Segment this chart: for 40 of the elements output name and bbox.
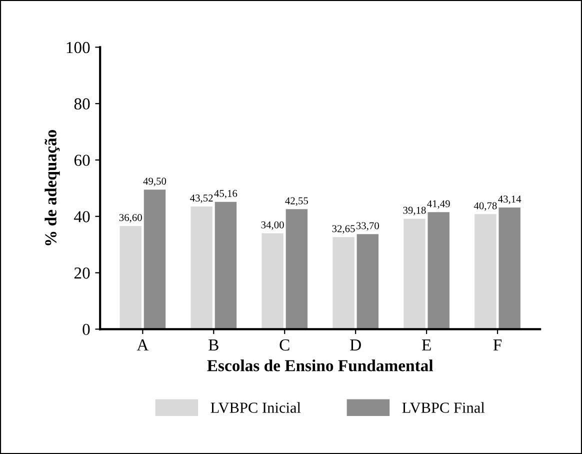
data-label: 39,18	[403, 206, 426, 216]
y-tick-label: 40	[74, 211, 90, 222]
bar	[120, 226, 142, 330]
legend-label: LVBPC Final	[402, 402, 485, 413]
bar	[356, 234, 379, 330]
x-axis-title: Escolas de Ensino Fundamental	[207, 360, 434, 372]
data-label: 36,60	[119, 214, 142, 223]
x-tick-label: F	[493, 340, 502, 350]
bar	[332, 237, 354, 330]
y-tick-label: 60	[74, 154, 90, 166]
data-label: 43,14	[498, 196, 522, 204]
x-tick-label: D	[350, 340, 361, 350]
x-tick-label: B	[208, 340, 218, 350]
y-tick-label: 20	[74, 267, 90, 279]
y-tick-label: 0	[82, 324, 90, 336]
bar	[498, 208, 520, 330]
data-label: 33,70	[356, 222, 379, 231]
bar	[144, 190, 166, 330]
data-label: 40,78	[474, 202, 497, 211]
data-label: 32,65	[332, 225, 355, 234]
bar	[214, 202, 237, 330]
y-tick-label: 100	[66, 42, 90, 54]
y-tick-label: 80	[74, 98, 90, 110]
data-label: 45,16	[214, 190, 238, 198]
bar	[404, 218, 426, 330]
data-label: 41,49	[427, 200, 450, 209]
data-label: 43,52	[190, 194, 213, 204]
data-label: 42,55	[285, 197, 308, 206]
data-label: 34,00	[261, 221, 284, 230]
bar	[428, 212, 450, 330]
bar	[286, 209, 308, 330]
bar	[190, 206, 212, 330]
bar	[262, 233, 284, 330]
legend-label: LVBPC Inicial	[210, 402, 301, 413]
y-axis-title: % de adequação	[44, 130, 60, 246]
x-tick-label: C	[280, 339, 290, 351]
bar	[474, 214, 496, 330]
x-tick-label: A	[136, 339, 149, 350]
data-label: 49,50	[143, 178, 166, 186]
x-tick-label: E	[422, 340, 431, 350]
